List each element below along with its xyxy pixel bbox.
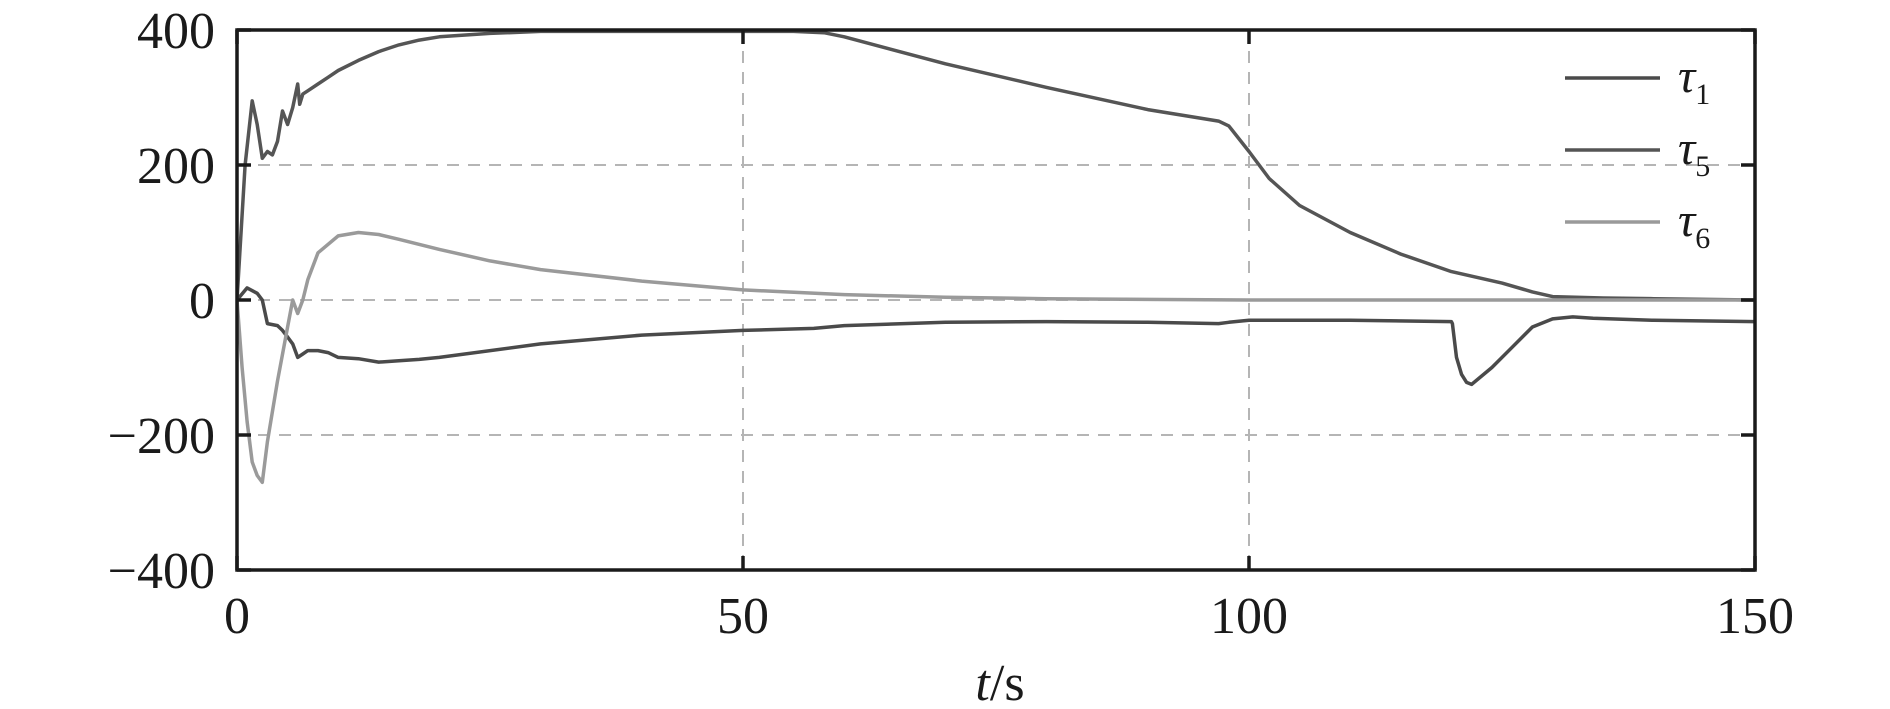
series-line-tau-6 bbox=[237, 230, 1755, 485]
legend-label-tau-1: τ1 bbox=[1678, 50, 1710, 111]
series-line-tau-1 bbox=[237, 286, 1755, 387]
y-tick-label: −400 bbox=[108, 543, 215, 600]
legend-label-tau-5: τ5 bbox=[1678, 122, 1710, 183]
x-axis-label-unit: /s bbox=[990, 655, 1025, 709]
legend-symbol: τ bbox=[1678, 50, 1697, 103]
y-tick-label: 200 bbox=[137, 138, 215, 195]
x-tick-label: 0 bbox=[224, 588, 250, 645]
legend-subscript: 5 bbox=[1695, 150, 1710, 183]
legend-subscript: 6 bbox=[1695, 222, 1710, 255]
tick-labels: 0 50 100 150 400 200 0 −200 −400 bbox=[108, 3, 1794, 645]
legend-symbol: τ bbox=[1678, 194, 1697, 247]
legend-subscript: 1 bbox=[1695, 78, 1710, 111]
y-tick-label: 400 bbox=[137, 3, 215, 60]
x-tick-label: 100 bbox=[1210, 588, 1288, 645]
legend-symbol: τ bbox=[1678, 122, 1697, 175]
series-lines bbox=[237, 30, 1755, 485]
y-tick-label: −200 bbox=[108, 408, 215, 465]
series-line-tau-5 bbox=[237, 30, 1755, 302]
y-tick-label: 0 bbox=[189, 273, 215, 330]
legend-label-tau-6: τ6 bbox=[1678, 194, 1710, 255]
x-axis-label-var: t bbox=[975, 655, 991, 709]
x-tick-label: 150 bbox=[1716, 588, 1794, 645]
x-tick-label: 50 bbox=[717, 588, 769, 645]
axis-ticks bbox=[235, 28, 1757, 572]
x-axis-label: t/s bbox=[975, 655, 1024, 709]
